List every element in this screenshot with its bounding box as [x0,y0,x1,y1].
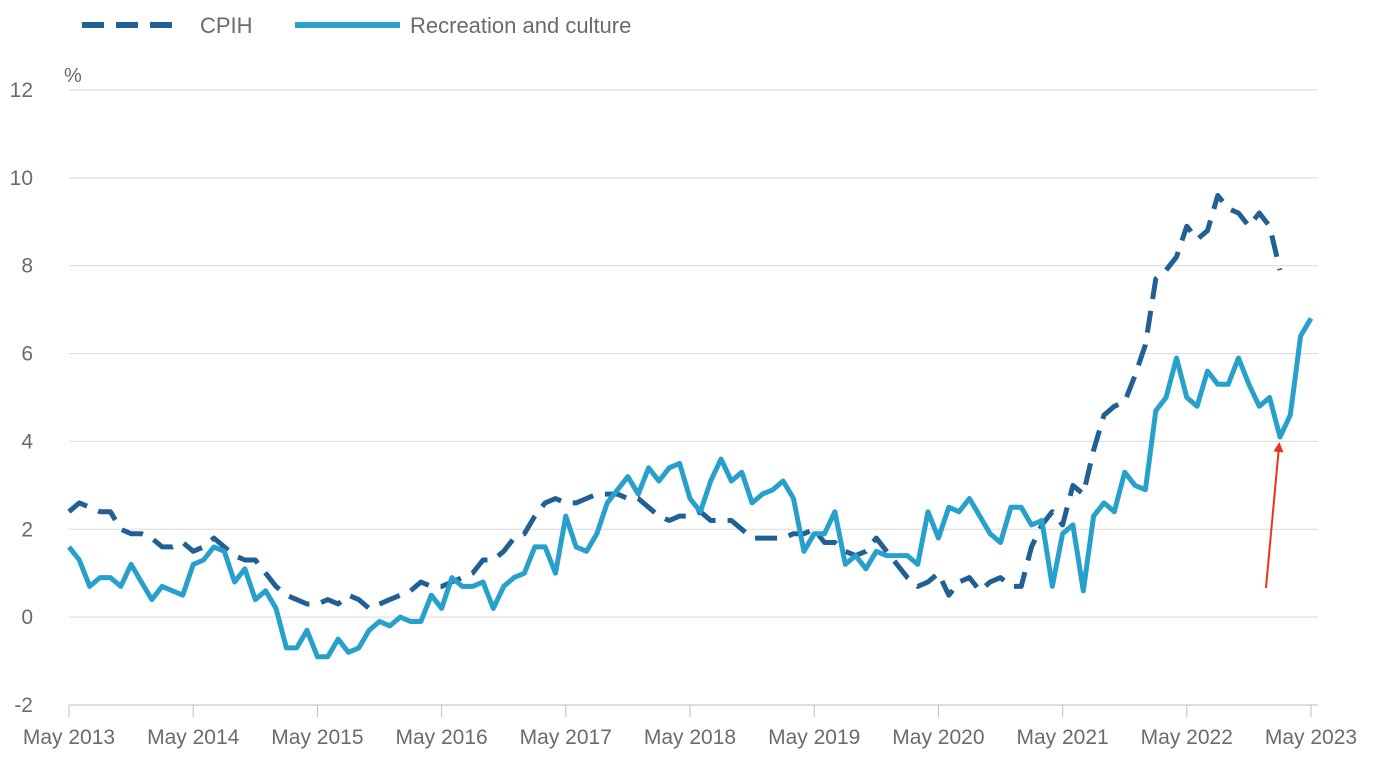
series-line-recreation-and-culture [67,317,1314,660]
y-tick-label: 10 [10,167,33,190]
x-tick-label: May 2015 [271,726,363,749]
y-tick-label: 2 [21,518,33,541]
x-tick-label: May 2017 [520,726,612,749]
y-tick-label: 12 [10,79,33,102]
legend: CPIH Recreation and culture [82,13,631,38]
legend-label-cpih: CPIH [200,13,253,38]
x-tick-label: May 2021 [1016,726,1108,749]
x-tick-label: May 2018 [644,726,736,749]
y-tick-label: 8 [21,255,33,278]
annotation-arrow [1264,442,1284,589]
y-tick-label: 6 [21,343,33,366]
x-tick-label: May 2016 [395,726,487,749]
y-axis-unit: % [64,65,82,87]
y-tick-label: 4 [21,430,33,453]
x-tick-label: May 2019 [768,726,860,749]
x-tick-label: May 2013 [23,726,115,749]
y-tick-labels: -2 0 2 4 6 8 10 12 [10,79,34,717]
x-tick-label: May 2020 [892,726,984,749]
series-layer [67,192,1314,660]
annotation-layer [1264,442,1284,589]
y-tick-label: -2 [14,694,33,717]
x-tick-label: May 2014 [147,726,240,749]
x-axis: May 2013 May 2014 May 2015 May 2016 May 2017… [23,704,1357,749]
x-tick-label: May 2022 [1141,726,1233,749]
series-line-cpih [67,192,1283,611]
x-tick-label: May 2023 [1265,726,1357,749]
y-tick-label: 0 [21,606,33,629]
legend-label-recreation: Recreation and culture [410,13,631,38]
gridlines [69,89,1318,618]
